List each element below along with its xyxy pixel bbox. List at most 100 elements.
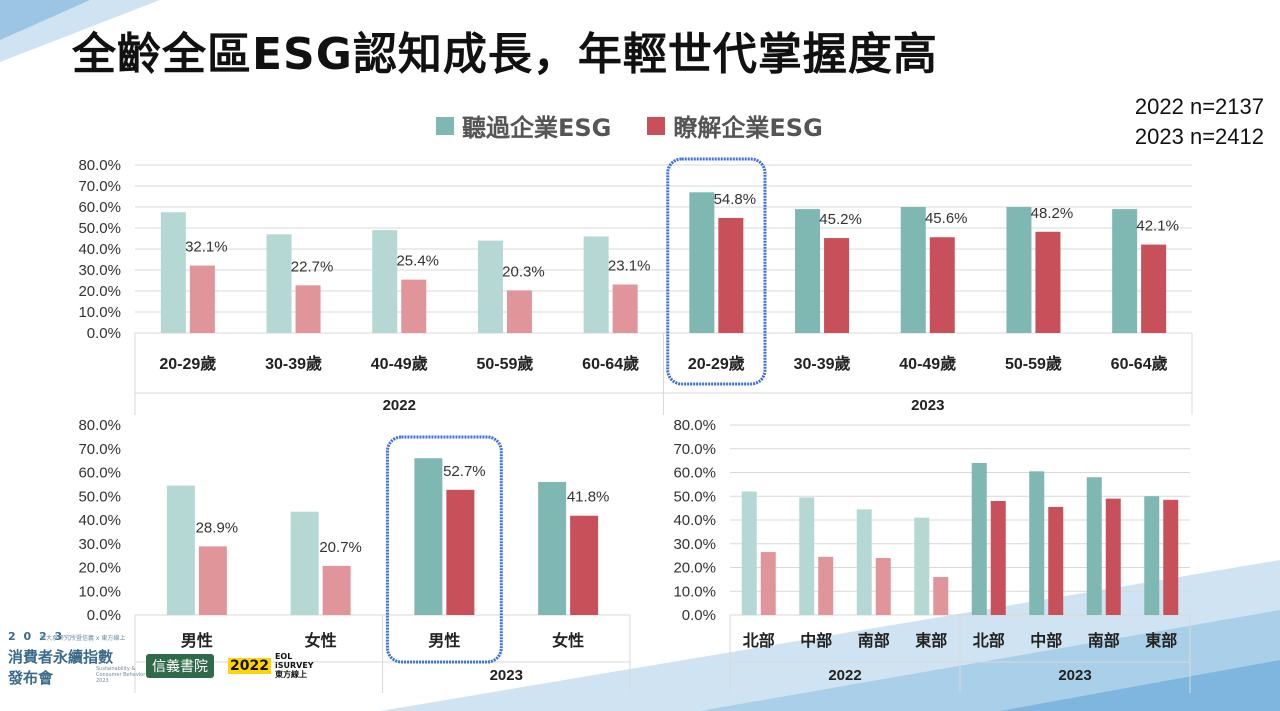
x-group-label: 2022 xyxy=(383,397,416,414)
y-tick-label: 0.0% xyxy=(87,607,121,624)
data-label: 41.8% xyxy=(567,489,610,506)
data-label: 48.2% xyxy=(1031,205,1074,222)
x-group-label: 2023 xyxy=(1058,667,1091,684)
bar-know xyxy=(760,552,776,615)
bar-heard xyxy=(971,463,987,615)
legend-swatch-know xyxy=(647,116,666,135)
bar-know xyxy=(1141,244,1167,333)
data-label: 42.1% xyxy=(1136,218,1179,235)
x-category-label: 30-39歲 xyxy=(794,354,851,373)
bar-heard xyxy=(799,497,815,615)
x-category-label: 中部 xyxy=(1030,631,1062,650)
event-english: Sustainability & Consumer Behavior 2023 xyxy=(96,666,146,684)
legend-label-heard: 聽過企業ESG xyxy=(462,114,612,142)
x-category-label: 北部 xyxy=(743,631,775,650)
x-category-label: 中部 xyxy=(800,631,832,650)
sample-size-2022: 2022 n=2137 xyxy=(1134,94,1264,119)
bar-heard xyxy=(1112,209,1138,333)
bar-heard xyxy=(266,234,292,333)
x-category-label: 南部 xyxy=(1088,631,1120,650)
logo-eol-text2: iSURVEY xyxy=(274,661,314,670)
y-tick-label: 60.0% xyxy=(78,199,121,216)
y-tick-label: 60.0% xyxy=(78,465,121,482)
x-category-label: 60-64歲 xyxy=(1111,354,1168,373)
x-category-label: 30-39歲 xyxy=(265,354,322,373)
x-category-label: 東部 xyxy=(1145,631,1177,650)
bar-know xyxy=(295,285,321,333)
data-label: 23.1% xyxy=(608,257,651,274)
x-category-label: 20-29歲 xyxy=(159,354,216,373)
bar-heard xyxy=(900,207,926,333)
bar-know xyxy=(401,279,427,333)
sponsor-logos: 信義書院 2022 EOL iSURVEY 東方線上 xyxy=(146,652,314,679)
bar-heard xyxy=(795,209,821,333)
bar-heard xyxy=(856,509,872,615)
data-label: 52.7% xyxy=(443,463,486,480)
y-tick-label: 70.0% xyxy=(78,178,121,195)
bar-heard xyxy=(1144,496,1160,615)
x-category-label: 60-64歲 xyxy=(582,354,639,373)
bar-heard xyxy=(914,517,930,615)
highlight-box xyxy=(666,157,767,386)
data-label: 20.3% xyxy=(502,263,545,280)
y-tick-label: 50.0% xyxy=(673,488,716,505)
bar-know xyxy=(718,217,744,333)
y-tick-label: 20.0% xyxy=(78,560,121,577)
x-category-label: 50-59歲 xyxy=(476,354,533,373)
event-branding: 2 0 2 3 第大系研究所暨信義 x 東方線上 消費者永續指數 發布會 Sus… xyxy=(8,630,145,688)
data-label: 20.7% xyxy=(319,539,362,556)
bar-heard xyxy=(741,491,757,615)
sample-sizes: 2022 n=2137 2023 n=2412 xyxy=(1135,92,1264,152)
y-tick-label: 40.0% xyxy=(78,241,121,258)
event-subtitle: 第大系研究所暨信義 x 東方線上 xyxy=(40,635,126,642)
logo-eol-text3: 東方線上 xyxy=(274,670,307,679)
x-category-label: 女性 xyxy=(552,631,584,650)
bar-know xyxy=(933,577,949,615)
x-category-label: 20-29歲 xyxy=(688,354,745,373)
x-category-label: 北部 xyxy=(973,631,1005,650)
event-year: 2 0 2 3 xyxy=(8,630,65,643)
x-category-label: 女性 xyxy=(305,631,337,650)
y-tick-label: 50.0% xyxy=(78,220,121,237)
y-tick-label: 20.0% xyxy=(78,283,121,300)
data-label: 45.2% xyxy=(819,211,862,228)
event-title-line1: 消費者永續指數 xyxy=(8,648,114,666)
x-category-label: 50-59歲 xyxy=(1005,354,1062,373)
y-tick-label: 60.0% xyxy=(673,465,716,482)
legend-swatch-heard xyxy=(436,116,454,135)
bar-heard xyxy=(583,236,609,333)
bar-know xyxy=(189,265,215,333)
logo-sinyi-academy: 信義書院 xyxy=(146,653,214,678)
x-category-label: 東部 xyxy=(915,631,947,650)
logo-eol-isurvey: 2022 EOL iSURVEY 東方線上 xyxy=(228,652,314,679)
y-tick-label: 80.0% xyxy=(673,417,716,434)
y-tick-label: 10.0% xyxy=(78,583,121,600)
bar-heard xyxy=(538,482,567,615)
y-tick-label: 30.0% xyxy=(673,536,716,553)
bar-heard xyxy=(166,485,195,615)
bar-heard xyxy=(689,192,715,333)
y-tick-label: 30.0% xyxy=(78,536,121,553)
bar-know xyxy=(1105,498,1121,615)
bar-heard xyxy=(477,240,503,333)
bar-know xyxy=(1035,231,1061,333)
bar-know xyxy=(1163,499,1179,615)
bar-heard xyxy=(1006,207,1032,333)
y-tick-label: 40.0% xyxy=(78,512,121,529)
data-label: 54.8% xyxy=(714,191,757,208)
legend-item-heard: 聽過企業ESG xyxy=(436,108,611,143)
bar-know xyxy=(198,546,227,615)
legend-label-know: 瞭解企業ESG xyxy=(673,114,823,142)
data-label: 28.9% xyxy=(196,519,239,536)
x-category-label: 男性 xyxy=(428,631,460,650)
bar-heard xyxy=(1029,471,1045,615)
y-tick-label: 0.0% xyxy=(682,607,716,624)
x-category-label: 男性 xyxy=(181,631,213,650)
y-tick-label: 70.0% xyxy=(673,441,716,458)
chart-region: 80.0% 70.0% 60.0% 50.0% 40.0% 30.0% 20.0% 10.0%… xyxy=(673,417,1191,693)
page-title: 全齡全區ESG認知成長，年輕世代掌握度高 xyxy=(72,29,938,80)
y-tick-label: 10.0% xyxy=(673,583,716,600)
bar-heard xyxy=(372,230,398,333)
event-title-line2: 發布會 xyxy=(8,669,54,687)
y-tick-label: 0.0% xyxy=(87,325,121,342)
